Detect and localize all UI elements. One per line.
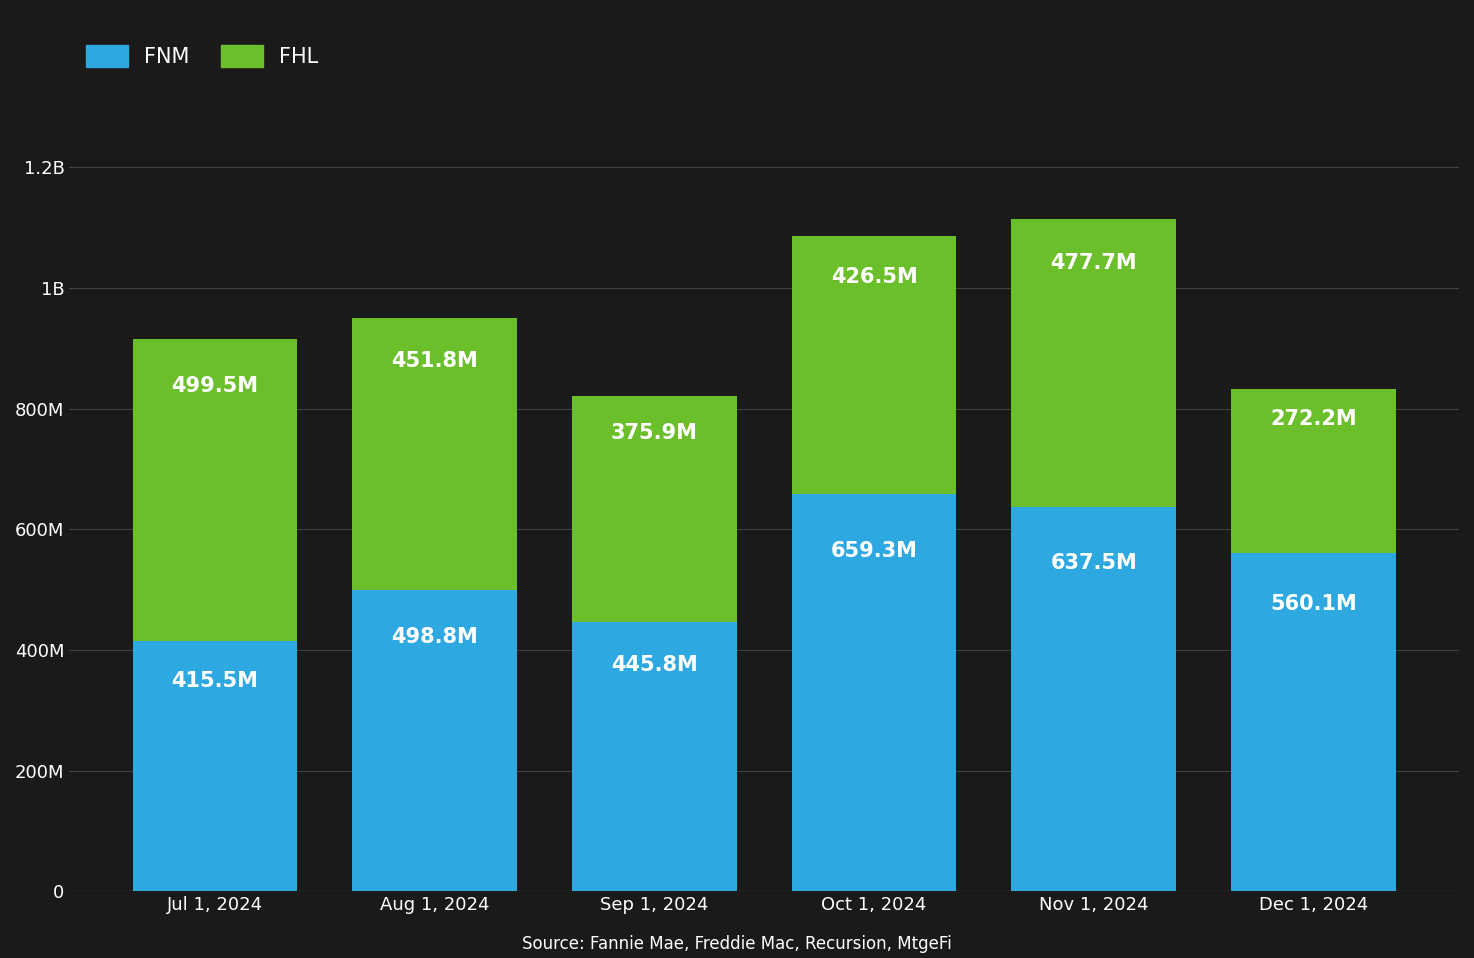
Text: 451.8M: 451.8M	[391, 351, 478, 371]
Text: 499.5M: 499.5M	[171, 376, 258, 396]
Text: 426.5M: 426.5M	[831, 267, 917, 287]
Text: 498.8M: 498.8M	[391, 627, 478, 647]
Bar	[572, 623, 737, 891]
Bar	[1011, 507, 1176, 891]
Bar	[1011, 218, 1176, 507]
Bar	[352, 590, 517, 891]
Text: Source: Fannie Mae, Freddie Mac, Recursion, MtgeFi: Source: Fannie Mae, Freddie Mac, Recursi…	[522, 935, 952, 953]
Text: 445.8M: 445.8M	[610, 654, 697, 674]
Text: 637.5M: 637.5M	[1051, 553, 1136, 573]
Text: 477.7M: 477.7M	[1051, 253, 1136, 273]
Text: 415.5M: 415.5M	[171, 671, 258, 691]
Bar	[792, 237, 957, 493]
Bar	[133, 339, 298, 641]
Bar	[1231, 389, 1396, 554]
Bar	[133, 641, 298, 891]
Bar	[352, 318, 517, 590]
Bar	[1231, 554, 1396, 891]
Text: 659.3M: 659.3M	[830, 541, 917, 561]
Bar	[792, 493, 957, 891]
Text: 375.9M: 375.9M	[610, 422, 697, 443]
Text: 560.1M: 560.1M	[1271, 594, 1358, 614]
Text: 272.2M: 272.2M	[1271, 409, 1356, 429]
Bar	[572, 396, 737, 623]
Legend: FNM, FHL: FNM, FHL	[80, 39, 324, 73]
